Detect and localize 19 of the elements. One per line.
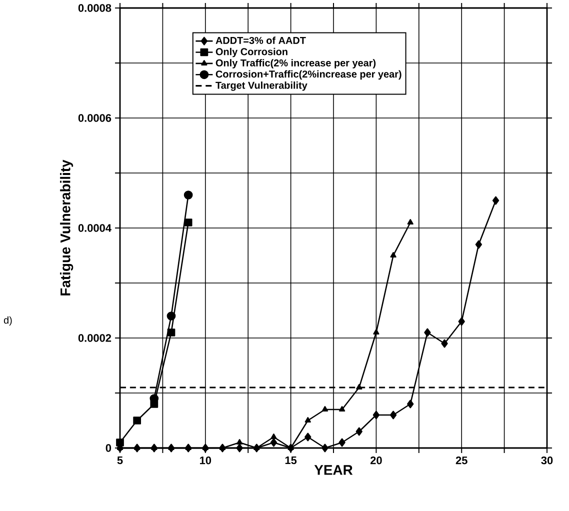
x-tick-label: 10 — [200, 456, 212, 464]
legend-label: ADDT=3% of AADT — [216, 36, 306, 44]
y-tick-label: 0.0004 — [78, 224, 112, 232]
legend-label: Target Vulnerability — [216, 82, 308, 91]
y-tick-label: 0.0002 — [78, 334, 112, 342]
y-tick-label: 0.0008 — [78, 4, 112, 12]
x-tick-label: 25 — [456, 456, 468, 464]
y-tick-label: 0.0006 — [78, 114, 112, 122]
y-tick-label: 0 — [106, 444, 112, 452]
legend-label: Corrosion+Traffic(2%increase per year) — [216, 70, 402, 80]
y-axis-title: Fatigue Vulnerability — [60, 160, 74, 296]
x-tick-label: 15 — [285, 456, 297, 464]
x-axis-title: YEAR — [314, 465, 353, 475]
text: d) — [4, 316, 12, 326]
x-tick-label: 20 — [370, 456, 382, 464]
x-tick-label: 30 — [541, 456, 553, 464]
legend-label: Only Corrosion — [216, 48, 288, 58]
legend-label: Only Traffic(2% increase per year) — [216, 59, 376, 68]
x-tick-label: 5 — [117, 456, 123, 464]
